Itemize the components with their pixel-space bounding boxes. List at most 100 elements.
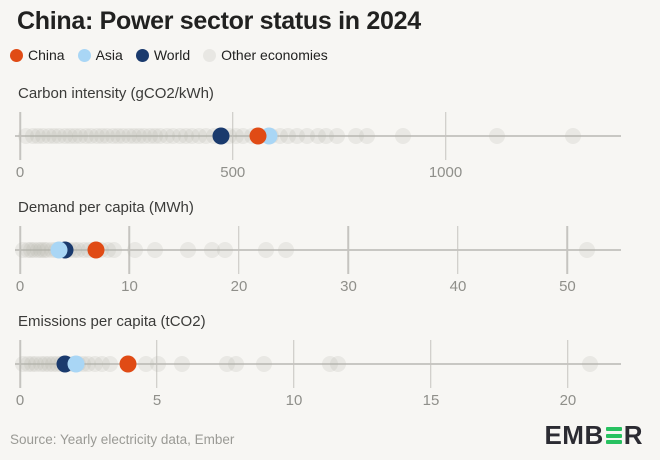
dot-china — [87, 241, 105, 259]
dot-other-economies — [146, 242, 163, 258]
axis-tick-label: 50 — [559, 278, 576, 295]
dot-other-economies — [93, 128, 110, 144]
dot-other-economies — [99, 242, 116, 258]
axis-tick-label: 0 — [15, 164, 25, 181]
dot-other-economies — [173, 356, 190, 372]
ember-logo-text-right: R — [623, 420, 643, 450]
legend-item-asia: Asia — [77, 47, 123, 63]
emissions-per-capita-chart: Emissions per capita (tCO2) 0 5 10 15 20 — [0, 314, 660, 412]
axis-tick-line — [347, 226, 350, 274]
dot-other-economies — [394, 128, 411, 144]
dot-other-economies — [198, 128, 215, 144]
dot-other-economies — [218, 356, 235, 372]
dot-asia — [50, 241, 68, 259]
dot-other-economies — [152, 128, 169, 144]
dot-other-economies — [102, 356, 119, 372]
dot-other-economies — [56, 128, 73, 144]
dot-other-economies — [15, 242, 32, 258]
emissions-per-capita-plot-area — [0, 340, 660, 388]
dot-other-economies — [109, 128, 126, 144]
dot-other-economies — [94, 356, 111, 372]
dot-other-economies — [565, 128, 582, 144]
dot-other-economies — [88, 128, 105, 144]
dot-other-economies — [99, 128, 116, 144]
dot-other-economies — [22, 242, 39, 258]
axis-tick-label: 30 — [340, 278, 357, 295]
axis-tick-line — [293, 340, 295, 388]
asia-dot-icon — [77, 48, 91, 62]
dot-other-economies — [358, 128, 375, 144]
legend-item-china: China — [10, 47, 65, 63]
dot-other-economies — [29, 242, 46, 258]
dot-other-economies — [321, 356, 338, 372]
source-attribution: Source: Yearly electricity data, Ember — [10, 432, 235, 447]
axis-tick-label: 0 — [15, 278, 25, 295]
dot-other-economies — [329, 356, 346, 372]
emissions-per-capita-chart-title: Emissions per capita (tCO2) — [18, 313, 206, 330]
axis-tick-label: 40 — [449, 278, 467, 295]
dot-other-economies — [203, 242, 220, 258]
dot-other-economies — [348, 128, 365, 144]
ember-logo: EMB R — [544, 420, 643, 451]
ember-logo-e-bars-icon — [605, 427, 622, 444]
axis-tick-label: 0 — [15, 392, 25, 409]
dot-other-economies — [288, 128, 305, 144]
ember-logo-text-left: EMB — [544, 420, 604, 450]
dot-other-economies — [258, 242, 275, 258]
dot-other-economies — [581, 356, 598, 372]
dot-other-economies — [318, 128, 335, 144]
axis-tick-line — [238, 226, 240, 274]
carbon-intensity-plot-area — [0, 112, 660, 160]
axis-tick-label: 500 — [220, 164, 246, 181]
dot-other-economies — [171, 128, 188, 144]
axis-tick-label: 5 — [152, 392, 162, 409]
dot-other-economies — [14, 356, 31, 372]
other-economies-dot-icon — [203, 48, 217, 62]
dot-other-economies — [19, 242, 36, 258]
x-axis-line — [15, 249, 621, 251]
legend-label-china: China — [28, 47, 65, 63]
dot-other-economies — [309, 128, 326, 144]
dot-other-economies — [36, 356, 53, 372]
dot-other-economies — [77, 128, 94, 144]
china-dot-icon — [10, 48, 23, 62]
axis-tick-label: 20 — [559, 392, 577, 409]
legend-label-asia: Asia — [95, 47, 123, 63]
demand-per-capita-plot-area — [0, 226, 660, 274]
dot-other-economies — [177, 128, 194, 144]
dot-other-economies — [87, 356, 104, 372]
x-axis-line — [15, 135, 621, 137]
axis-tick-line — [232, 112, 234, 160]
axis-tick-line — [19, 226, 21, 274]
dot-other-economies — [235, 128, 252, 144]
axis-tick-label: 10 — [121, 278, 138, 295]
carbon-intensity-axis-labels: 0 500 1000 — [0, 164, 660, 184]
dot-other-economies — [488, 128, 505, 144]
dot-other-economies — [158, 128, 175, 144]
dot-other-economies — [150, 356, 167, 372]
dot-other-economies — [104, 128, 121, 144]
dot-other-economies — [114, 128, 131, 144]
axis-tick-line — [566, 226, 569, 274]
dot-other-economies — [216, 242, 233, 258]
legend-label-other-economies: Other economies — [221, 47, 328, 63]
demand-per-capita-axis-labels: 0 10 20 30 40 50 — [0, 278, 660, 298]
axis-tick-line — [19, 340, 21, 388]
dot-other-economies — [24, 356, 41, 372]
dot-other-economies — [184, 128, 201, 144]
dot-other-economies — [46, 128, 63, 144]
demand-per-capita-chart-title: Demand per capita (MWh) — [18, 199, 194, 216]
dot-other-economies — [32, 356, 49, 372]
dot-other-economies — [126, 242, 143, 258]
dot-other-economies — [120, 128, 137, 144]
dot-other-economies — [40, 356, 57, 372]
axis-tick-line — [567, 340, 569, 388]
x-axis-line — [15, 363, 621, 365]
dot-other-economies — [24, 128, 41, 144]
dot-other-economies — [36, 242, 53, 258]
demand-per-capita-chart: Demand per capita (MWh) 0 10 20 30 40 50 — [0, 200, 660, 298]
legend-item-world: World — [135, 47, 190, 63]
dot-other-economies — [67, 128, 84, 144]
dot-other-economies — [28, 356, 45, 372]
dot-other-economies — [106, 242, 123, 258]
